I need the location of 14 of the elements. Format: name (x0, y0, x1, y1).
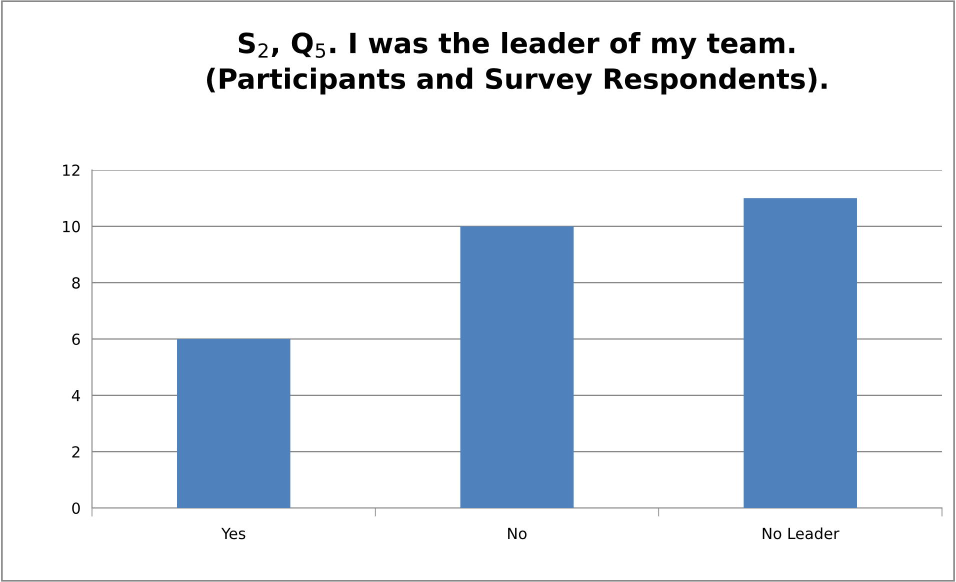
x-tick-label: No Leader (762, 527, 840, 540)
bar (744, 198, 857, 508)
y-tick-label: 8 (72, 277, 80, 289)
bar (177, 339, 290, 508)
y-tick-label: 10 (63, 220, 80, 232)
y-tick-label: 12 (63, 164, 80, 176)
x-tick-label: No (508, 528, 527, 540)
y-tick-label: 0 (72, 502, 80, 514)
x-tick-label: Yes (221, 528, 246, 540)
bar (460, 226, 574, 508)
y-tick-label: 6 (72, 333, 80, 346)
chart-title: S$_{2}$, Q$_{5}$. I was the leader of my team. (Participants and Survey Respondents). (207, 32, 827, 95)
y-tick-label: 2 (72, 446, 80, 458)
y-tick-label: 4 (72, 390, 80, 402)
